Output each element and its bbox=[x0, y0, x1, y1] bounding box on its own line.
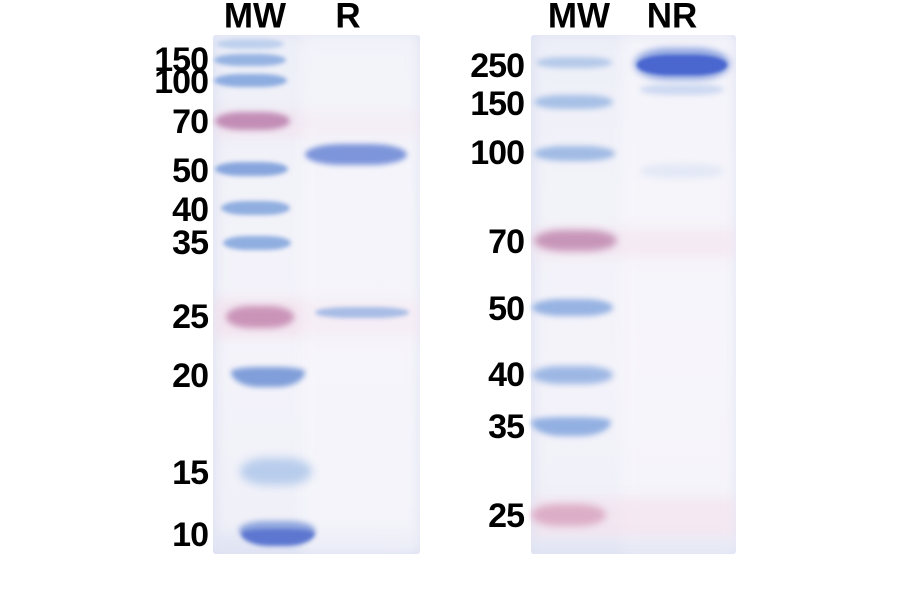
reduced-gel-marker-label-150: 150 bbox=[154, 41, 209, 79]
non-reduced-gel-band-mw-100 bbox=[534, 146, 615, 161]
non-reduced-gel-band-mw-40 bbox=[532, 366, 613, 384]
non-reduced-gel-lane-header-mw: MW bbox=[547, 0, 611, 36]
reduced-gel-band-mw-70 bbox=[215, 112, 290, 130]
non-reduced-gel-lane-header-nr: NR bbox=[646, 0, 698, 36]
reduced-gel-marker-label-40: 40 bbox=[172, 191, 209, 229]
reduced-gel-wash-3 bbox=[302, 35, 420, 554]
non-reduced-gel-marker-label-70: 70 bbox=[488, 223, 525, 261]
non-reduced-gel-band-mw-50 bbox=[532, 299, 613, 316]
reduced-gel-marker-label-70: 70 bbox=[172, 103, 209, 141]
non-reduced-gel-wash-0 bbox=[622, 35, 736, 554]
non-reduced-gel-panel bbox=[531, 35, 736, 554]
reduced-gel-band-mw-150 bbox=[214, 54, 286, 66]
reduced-gel-band-r-light-chain bbox=[315, 307, 409, 318]
reduced-gel-band-mw-10 bbox=[241, 529, 315, 546]
reduced-gel-marker-label-10: 10 bbox=[172, 516, 209, 554]
non-reduced-gel-band-mw-35 bbox=[531, 417, 611, 436]
non-reduced-gel-marker-label-35: 35 bbox=[488, 408, 525, 446]
non-reduced-gel-band-mw-25 bbox=[531, 504, 606, 526]
non-reduced-gel-wash-3 bbox=[531, 538, 736, 554]
non-reduced-gel-band-nr-main bbox=[637, 55, 727, 75]
reduced-gel-lane-header-mw: MW bbox=[223, 0, 287, 36]
non-reduced-gel-marker-label-100: 100 bbox=[470, 134, 525, 172]
reduced-gel-marker-label-25: 25 bbox=[172, 298, 209, 336]
reduced-gel-lane-header-r: R bbox=[335, 0, 361, 36]
non-reduced-gel-band-nr-sub-band bbox=[640, 84, 724, 95]
reduced-gel-band-mw-250 bbox=[216, 39, 284, 49]
reduced-gel-band-r-heavy-chain bbox=[305, 144, 407, 165]
non-reduced-gel-marker-label-150: 150 bbox=[470, 85, 525, 123]
reduced-gel-marker-label-50: 50 bbox=[172, 152, 209, 190]
reduced-gel-band-mw-20 bbox=[231, 367, 305, 387]
reduced-gel-panel bbox=[213, 35, 420, 554]
reduced-gel-marker-label-15: 15 bbox=[172, 454, 209, 492]
reduced-gel-marker-label-100: 100 bbox=[154, 63, 209, 101]
reduced-gel-band-mw-35 bbox=[223, 236, 291, 250]
reduced-gel-band-mw-15 bbox=[240, 458, 312, 485]
reduced-gel-marker-label-20: 20 bbox=[172, 357, 209, 395]
non-reduced-gel-band-mw-150 bbox=[534, 95, 613, 109]
non-reduced-gel-marker-label-250: 250 bbox=[470, 47, 525, 85]
non-reduced-gel-band-mw-250 bbox=[536, 57, 612, 68]
non-reduced-gel-band-nr-faint-smear bbox=[640, 164, 724, 178]
reduced-gel-band-mw-40 bbox=[221, 201, 290, 215]
non-reduced-gel-marker-label-50: 50 bbox=[488, 290, 525, 328]
reduced-gel-marker-label-35: 35 bbox=[172, 224, 209, 262]
non-reduced-gel-marker-label-40: 40 bbox=[488, 356, 525, 394]
non-reduced-gel-band-mw-70 bbox=[534, 230, 617, 251]
reduced-gel-band-mw-100 bbox=[214, 74, 287, 87]
reduced-gel-band-mw-25 bbox=[226, 306, 294, 328]
non-reduced-gel-marker-label-25: 25 bbox=[488, 497, 525, 535]
reduced-gel-band-mw-50 bbox=[215, 162, 288, 176]
